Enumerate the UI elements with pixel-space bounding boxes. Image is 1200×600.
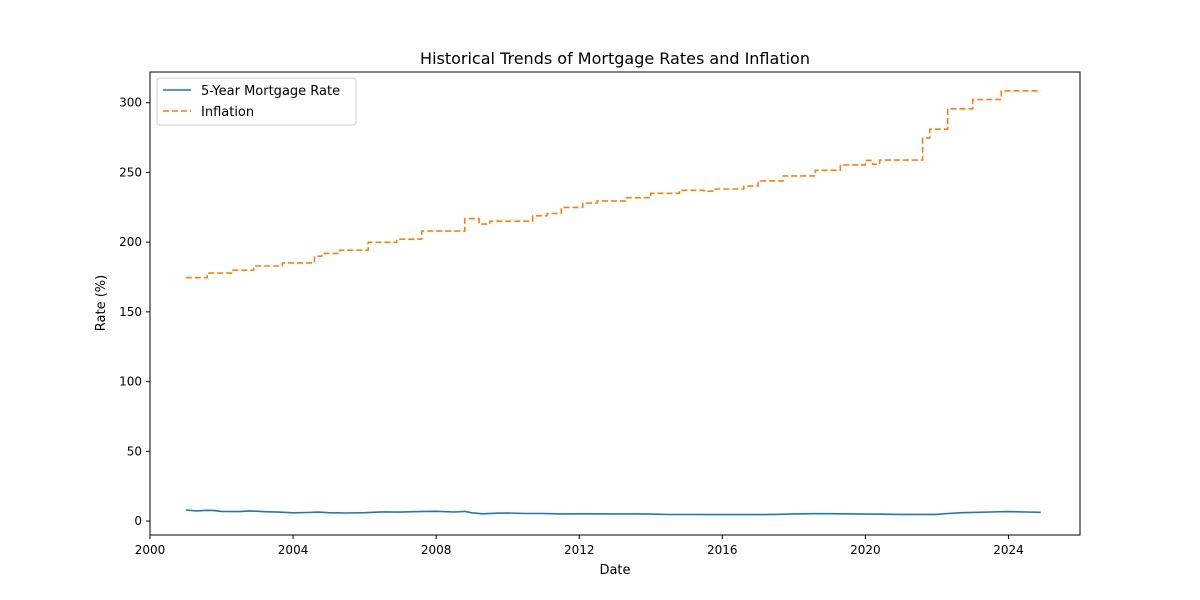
y-tick-label: 50 bbox=[127, 444, 142, 458]
x-tick-label: 2020 bbox=[850, 543, 881, 557]
y-tick-label: 150 bbox=[119, 305, 142, 319]
legend: 5-Year Mortgage Rate Inflation bbox=[156, 77, 357, 126]
series-line-inflation bbox=[185, 90, 1041, 279]
x-tick-label: 2008 bbox=[421, 543, 452, 557]
y-axis-label: Rate (%) bbox=[94, 275, 109, 331]
x-axis: 2000 2004 2008 2012 2016 2020 2024 bbox=[135, 535, 1024, 557]
legend-entry-label: Inflation bbox=[201, 105, 254, 120]
x-tick-label: 2016 bbox=[707, 543, 738, 557]
y-axis: 0 50 100 150 200 250 300 bbox=[119, 96, 150, 528]
x-tick-label: 2024 bbox=[993, 543, 1024, 557]
plot-frame bbox=[149, 71, 1081, 536]
legend-box bbox=[156, 77, 357, 126]
y-tick-label: 200 bbox=[119, 235, 142, 249]
x-tick-label: 2004 bbox=[278, 543, 309, 557]
series-line-mortgage-rate bbox=[185, 509, 1041, 516]
chart-title: Historical Trends of Mortgage Rates and … bbox=[420, 49, 810, 68]
y-tick-label: 250 bbox=[119, 165, 142, 179]
plot-area bbox=[149, 71, 1081, 536]
x-axis-label: Date bbox=[599, 563, 630, 578]
y-tick-label: 100 bbox=[119, 375, 142, 389]
legend-entry-label: 5-Year Mortgage Rate bbox=[201, 84, 340, 99]
y-tick-label: 300 bbox=[119, 96, 142, 110]
x-tick-label: 2000 bbox=[135, 543, 166, 557]
x-tick-label: 2012 bbox=[564, 543, 595, 557]
y-tick-label: 0 bbox=[134, 514, 142, 528]
